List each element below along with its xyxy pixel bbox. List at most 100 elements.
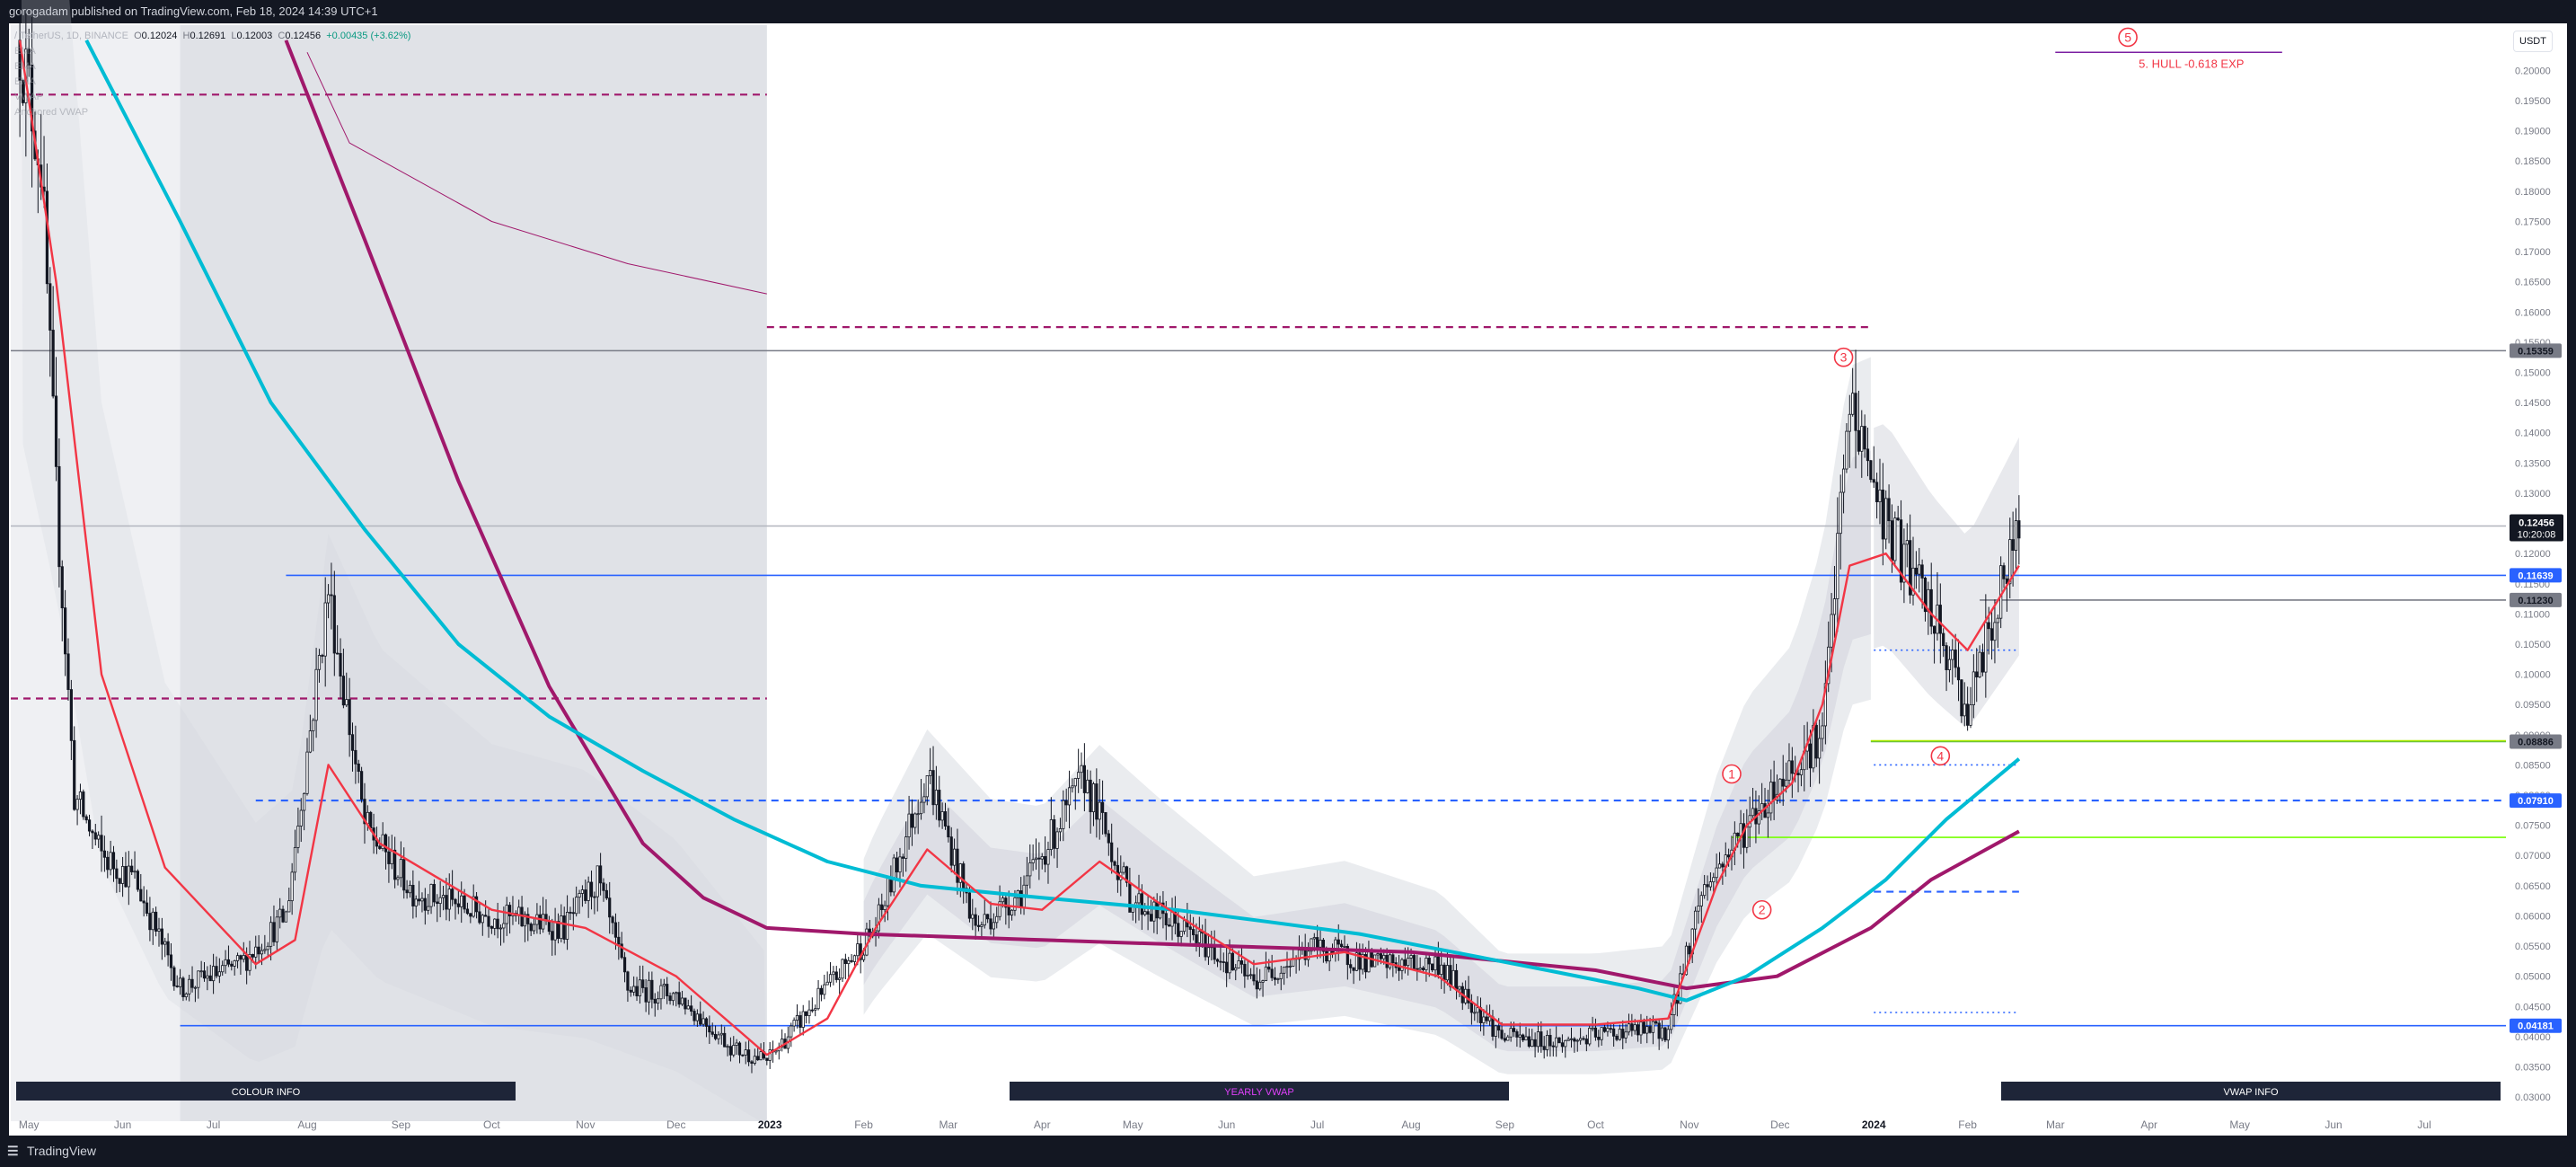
candle-body <box>1098 801 1101 820</box>
candle-body <box>626 971 630 991</box>
candle-body <box>484 915 488 917</box>
wave-label-1: 1 <box>1722 764 1742 784</box>
candle-body <box>562 915 566 940</box>
candle-body <box>465 908 470 915</box>
candle-body <box>1557 1037 1561 1044</box>
candle-body <box>1854 393 1857 431</box>
candle-body <box>880 904 884 910</box>
candle-body <box>701 1018 705 1025</box>
candle-body <box>569 911 572 914</box>
candle-body <box>278 908 282 918</box>
candle-body <box>1391 954 1395 964</box>
candle-body <box>962 863 966 889</box>
candle-body <box>1252 974 1256 982</box>
candle-body <box>1082 765 1086 793</box>
candle-body <box>115 868 119 880</box>
candle-body <box>816 987 820 1010</box>
price-tick-11: 0.15000 <box>2515 368 2551 379</box>
candle-body <box>1188 926 1192 930</box>
candle-body <box>451 889 454 900</box>
candle-body <box>1440 964 1443 975</box>
candle-body <box>571 912 575 915</box>
candle-body <box>1110 842 1114 862</box>
candle-body <box>1416 968 1419 970</box>
candle-body <box>1321 940 1325 952</box>
candle-body <box>154 911 158 932</box>
candle-body <box>1494 1025 1497 1037</box>
candle-body <box>399 859 402 879</box>
candle-body <box>287 900 291 913</box>
time-tick-2: Jul <box>207 1118 220 1131</box>
candle-body <box>233 959 236 967</box>
candle-body <box>1258 981 1262 990</box>
candle-body <box>1636 1024 1640 1036</box>
candle-body <box>357 763 360 773</box>
price-tick-33: 0.04000 <box>2515 1032 2551 1043</box>
svg-text:4: 4 <box>1936 748 1944 763</box>
candle-body <box>1403 959 1407 967</box>
candle-body <box>393 849 397 880</box>
candle-body <box>1602 1027 1607 1032</box>
candle-body <box>1071 785 1074 789</box>
time-tick-0: May <box>19 1118 40 1131</box>
candle-body <box>666 984 669 996</box>
candle-body <box>1606 1028 1610 1032</box>
candle-body <box>2002 565 2006 579</box>
candle-body <box>1237 960 1240 968</box>
candle-body <box>934 790 938 806</box>
candle-body <box>1573 1038 1576 1042</box>
time-tick-3: Aug <box>297 1118 316 1131</box>
published-text: gorogadam published on TradingView.com, … <box>9 4 378 18</box>
price-tick-30: 0.05500 <box>2515 942 2551 952</box>
candle-body <box>1712 877 1716 883</box>
candle-body <box>737 1042 742 1056</box>
candle-body <box>1887 498 1891 522</box>
candle-body <box>834 971 838 980</box>
price-tick-15: 0.13000 <box>2515 489 2551 500</box>
candle-body <box>142 900 146 904</box>
candle-body <box>919 801 923 815</box>
candle-body <box>967 892 972 919</box>
candle-body <box>321 655 324 657</box>
candle-body <box>293 846 297 873</box>
candle-body <box>1046 849 1050 865</box>
currency-button[interactable]: USDT <box>2513 31 2553 52</box>
time-tick-18: Nov <box>1680 1118 1698 1131</box>
candle-body <box>1231 952 1234 971</box>
candle-body <box>656 998 660 1003</box>
candle-body <box>838 977 842 980</box>
candle-body <box>1451 969 1455 987</box>
candle-body <box>1345 946 1349 966</box>
candle-body <box>1790 760 1794 774</box>
candle-body <box>1832 598 1837 615</box>
candle-body <box>1113 861 1116 866</box>
candle-body <box>647 979 651 1003</box>
candle-body <box>859 943 862 960</box>
candle-body <box>589 881 594 897</box>
candle-body <box>120 865 125 884</box>
candle-body <box>843 959 847 965</box>
candle-body <box>886 876 890 906</box>
candle-body <box>1975 671 1979 677</box>
candle-body <box>1173 911 1177 924</box>
candle-body <box>1951 650 1954 660</box>
candle-body <box>1693 910 1698 930</box>
candle-body <box>1799 769 1804 775</box>
candle-body <box>363 799 366 825</box>
candle-body <box>814 1008 817 1011</box>
candle-body <box>1140 893 1143 915</box>
candle-body <box>1343 946 1346 948</box>
candle-body <box>690 1005 693 1012</box>
current-price-badge <box>2510 514 2563 542</box>
candle-body <box>45 190 49 285</box>
candle-body <box>584 889 587 901</box>
candle-body <box>254 946 258 958</box>
candle-body <box>1841 468 1846 493</box>
candle-body <box>1128 881 1132 913</box>
candle-body <box>650 979 654 1000</box>
candle-body <box>753 1056 756 1064</box>
candle-body <box>1228 952 1231 974</box>
candle-body <box>1340 943 1344 948</box>
candle-body <box>202 970 207 979</box>
